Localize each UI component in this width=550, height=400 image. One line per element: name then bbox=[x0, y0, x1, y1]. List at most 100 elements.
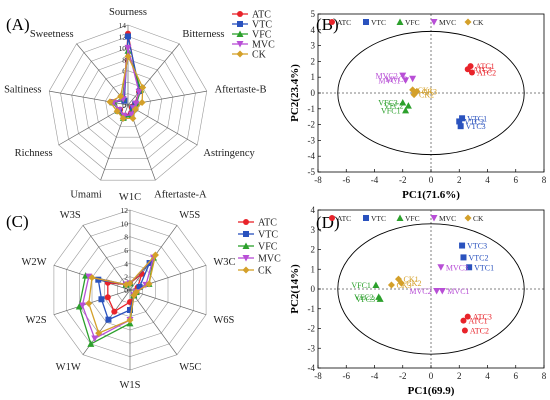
y-axis-label: PC2(14%) bbox=[289, 264, 301, 314]
y-tick-label: 3 bbox=[311, 41, 316, 51]
radar-tick-label: 0 bbox=[124, 286, 128, 295]
scatter-point bbox=[433, 287, 441, 295]
radar-gridline bbox=[60, 36, 196, 170]
radar-point bbox=[135, 88, 143, 96]
radar-point bbox=[127, 307, 133, 313]
legend-marker bbox=[237, 11, 243, 17]
radar-gridline bbox=[48, 24, 208, 181]
radar-tick-label: 12 bbox=[121, 206, 129, 215]
scatter-point bbox=[399, 72, 407, 80]
legend-marker bbox=[242, 266, 250, 274]
scatter-point bbox=[468, 69, 475, 76]
legend-marker bbox=[464, 18, 472, 26]
radar-axis-label: W2W bbox=[22, 257, 47, 268]
scatter-point bbox=[438, 287, 446, 295]
radar-point bbox=[111, 308, 118, 315]
confidence-ellipse bbox=[337, 223, 525, 355]
point-label: MVC1 bbox=[378, 76, 400, 85]
scatter-point bbox=[387, 281, 395, 289]
scatter-point bbox=[466, 264, 473, 271]
radar-point bbox=[85, 273, 93, 281]
legend-entry: CK bbox=[473, 18, 484, 27]
radar-point bbox=[124, 52, 132, 60]
point-label: CK2 bbox=[419, 91, 434, 100]
point-label: ATC3 bbox=[473, 313, 492, 322]
legend-entry: ATC bbox=[258, 218, 277, 229]
radar-tick-label: 6 bbox=[124, 246, 128, 255]
panel-label-c: (C) bbox=[6, 212, 29, 231]
legend-marker bbox=[430, 215, 438, 222]
x-tick-label: -6 bbox=[343, 371, 351, 381]
x-axis-label: PC1(71.6%) bbox=[402, 189, 460, 201]
scatter-point bbox=[375, 293, 383, 300]
x-tick-label: -2 bbox=[399, 371, 407, 381]
y-tick-label: 4 bbox=[311, 25, 316, 35]
y-tick-label: 4 bbox=[311, 205, 316, 215]
legend-marker bbox=[236, 50, 244, 58]
legend-entry: VTC bbox=[258, 230, 278, 241]
scatter-point bbox=[459, 242, 466, 249]
radar-axis-label: W6S bbox=[213, 315, 234, 326]
radar-point bbox=[126, 316, 134, 324]
legend-marker bbox=[363, 215, 369, 221]
x-tick-label: -4 bbox=[371, 371, 379, 381]
legend-entry: ATC bbox=[337, 18, 351, 27]
radar-tick-label: 12 bbox=[119, 32, 127, 41]
point-label: VTC1 bbox=[474, 263, 494, 272]
pca-scatter-b: -8 -6 -4 -2 0 2 4 6 8 -5 -4 -3 -2 -1 0 1 2 3 4 5 PC1(71.6%) P… bbox=[289, 9, 547, 201]
radar-tick-label: 14 bbox=[119, 21, 127, 30]
scatter-point bbox=[461, 327, 468, 334]
radar-tick-label: 10 bbox=[119, 44, 127, 53]
radar-series-line bbox=[109, 54, 144, 120]
scatter-point bbox=[460, 254, 467, 261]
legend-entry: VFC bbox=[252, 30, 272, 41]
x-tick-label: 0 bbox=[429, 371, 434, 381]
pca-scatter-d: -8 -6 -4 -2 0 2 4 6 8 -4 -3 -2 -1 0 1 2 3 4 PC1(69.9) PC2(1… bbox=[289, 205, 547, 397]
y-tick-label: -2 bbox=[308, 324, 316, 334]
y-tick-label: -4 bbox=[308, 363, 316, 373]
scatter-point bbox=[404, 102, 412, 109]
legend-marker bbox=[363, 19, 369, 25]
radar-tick-label: 8 bbox=[122, 55, 126, 64]
scatter-point bbox=[464, 313, 471, 320]
radar-axis-label: W1C bbox=[119, 192, 141, 203]
radar-point bbox=[98, 296, 105, 303]
legend-marker bbox=[236, 30, 244, 37]
legend-entry: VFC bbox=[405, 214, 420, 223]
point-label: VFC3 bbox=[378, 98, 398, 107]
radar-axis-label: Sourness bbox=[109, 7, 147, 18]
legend-marker bbox=[243, 231, 249, 237]
point-label: MVC1 bbox=[447, 287, 469, 296]
point-label: VFC2 bbox=[354, 293, 374, 302]
radar-point bbox=[132, 100, 140, 108]
legend-marker bbox=[396, 214, 404, 221]
x-tick-label: -4 bbox=[371, 175, 379, 185]
point-label: CK3 bbox=[396, 281, 411, 290]
radar-gridline bbox=[105, 81, 151, 127]
radar-tick-label: 6 bbox=[122, 67, 126, 76]
point-label: ATC1 bbox=[476, 62, 495, 71]
point-label: CK3 bbox=[422, 87, 437, 96]
radar-gridline bbox=[71, 47, 185, 159]
x-tick-label: -6 bbox=[343, 175, 351, 185]
x-tick-label: -8 bbox=[314, 371, 322, 381]
legend-entry: ATC bbox=[337, 214, 351, 223]
x-tick-label: 6 bbox=[514, 175, 519, 185]
radar-point bbox=[125, 33, 131, 40]
radar-axis-label: W1S bbox=[120, 380, 141, 391]
radar-axis-label: Saltiness bbox=[4, 85, 41, 96]
y-tick-label: 2 bbox=[311, 245, 316, 255]
legend-marker bbox=[430, 19, 438, 26]
y-tick-label: -3 bbox=[308, 343, 316, 353]
point-label: CK1 bbox=[418, 86, 433, 95]
x-tick-label: 4 bbox=[485, 175, 490, 185]
radar-point bbox=[104, 294, 111, 301]
x-tick-label: 8 bbox=[542, 175, 547, 185]
point-label: VTC3 bbox=[467, 242, 487, 251]
radar-axis-label: W2S bbox=[26, 315, 47, 326]
y-tick-label: -5 bbox=[308, 167, 316, 177]
radar-point bbox=[151, 251, 159, 259]
y-tick-label: 0 bbox=[311, 88, 316, 98]
scatter-point bbox=[409, 75, 417, 83]
